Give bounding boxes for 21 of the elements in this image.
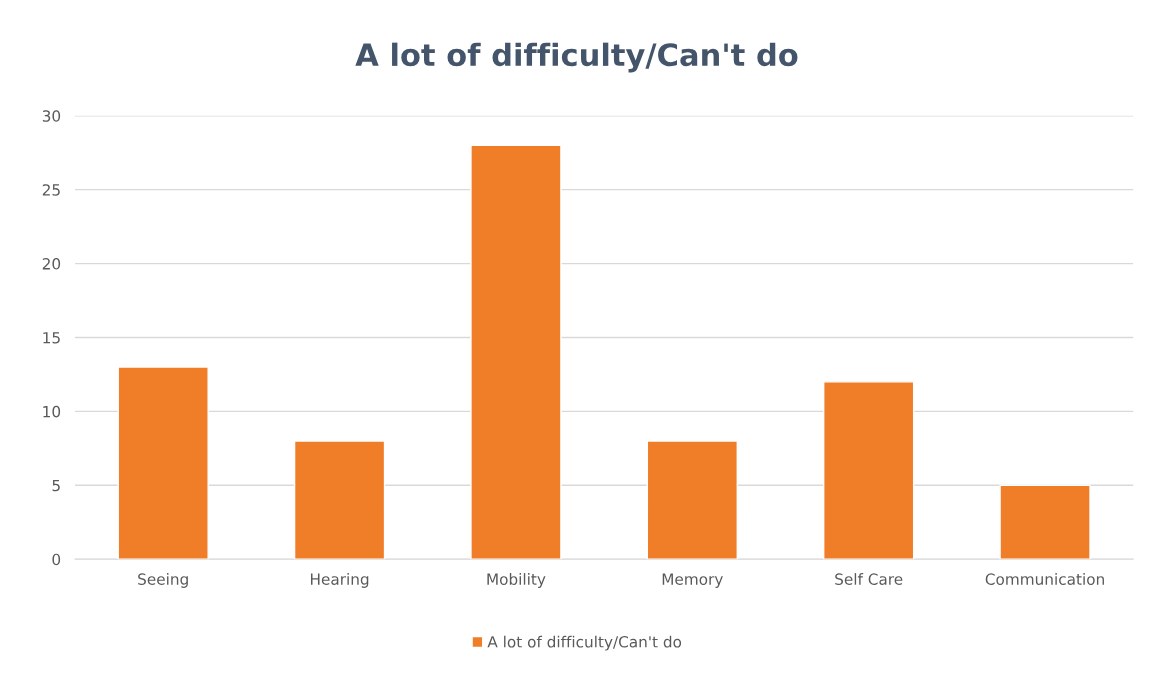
legend-label: A lot of difficulty/Can't do xyxy=(487,635,682,651)
y-tick-label: 10 xyxy=(43,405,61,418)
y-tick-label: 15 xyxy=(43,332,60,344)
y-tick-label: 5 xyxy=(52,479,60,492)
y-tick-label: 30 xyxy=(42,110,61,122)
x-tick-label: Memory xyxy=(662,573,723,588)
x-tick-label: Seeing xyxy=(138,573,188,588)
x-tick-label: Communication xyxy=(985,573,1104,585)
x-tick-label: Hearing xyxy=(310,573,369,588)
y-tick-label: 20 xyxy=(42,258,61,270)
x-tick-label: Self Care xyxy=(835,573,903,585)
y-tick-label: 25 xyxy=(42,184,60,196)
chart-title: A lot of difficulty/Can't do xyxy=(355,42,798,73)
x-tick-label: Mobility xyxy=(487,573,546,588)
bar xyxy=(646,440,738,560)
y-tick-label: 0 xyxy=(52,553,61,566)
bar xyxy=(117,366,209,560)
bar xyxy=(999,484,1091,560)
bar xyxy=(470,144,562,560)
bar xyxy=(293,440,386,560)
bar xyxy=(823,381,915,560)
